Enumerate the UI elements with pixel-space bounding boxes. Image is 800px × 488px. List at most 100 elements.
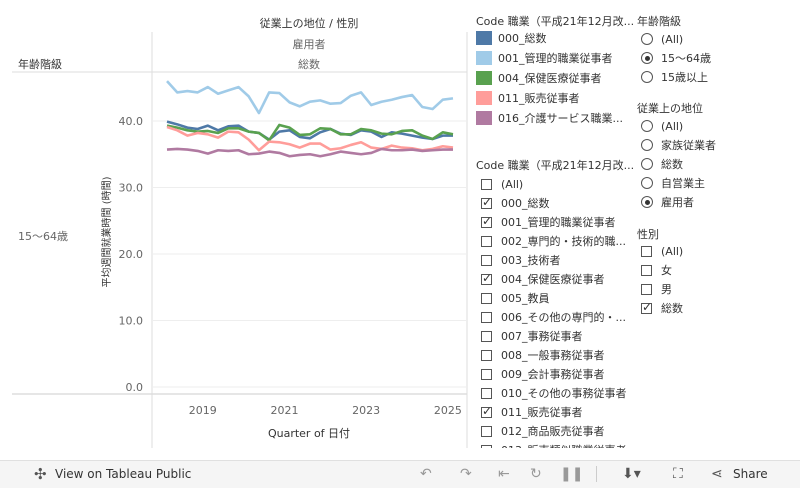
checkbox[interactable] [481,387,492,399]
option-label: 012_商品販売従事者 [501,425,605,438]
legend-item[interactable]: 000_総数 [476,30,547,46]
radio-button[interactable] [641,158,653,170]
checkbox-option[interactable]: 002_専門的・技術的職... [481,233,626,249]
option-label: 002_専門的・技術的職... [501,235,626,248]
checkbox[interactable] [641,264,652,276]
fullscreen-icon[interactable]: ⛶ [673,466,683,482]
option-label: 006_その他の専門的・... [501,311,626,324]
series-line-4[interactable] [166,147,453,158]
checkbox[interactable] [481,214,492,228]
x-tick-label: 2025 [434,404,462,417]
y-axis-label: 平均週間就業時間 (時間) [100,176,113,287]
legend-title: Code 職業（平成21年12月改... [476,15,635,28]
radio-option[interactable]: 15歳以上 [641,69,708,85]
checkbox-option[interactable]: 009_会計事務従事者 [481,366,605,382]
refresh-icon[interactable]: ↻ [530,466,542,482]
line-chart[interactable]: 0.0 10.0 20.0 30.0 40.0 2019 2021 2023 2025 平均週… [0,0,800,460]
radio-button[interactable] [641,177,653,189]
checkbox[interactable] [481,195,492,209]
checkbox[interactable] [481,444,492,448]
checkbox-option[interactable]: 005_教員 [481,290,550,306]
revert-icon[interactable]: ⇤ [498,466,510,482]
checkbox[interactable] [641,300,652,314]
redo-icon[interactable]: ↷ [460,466,472,482]
legend-label: 000_総数 [498,32,547,45]
series-line-0[interactable] [166,120,453,141]
share-icon[interactable]: ⋖ [711,466,723,482]
option-label: (All) [661,32,684,46]
series-line-2[interactable] [166,123,454,142]
view-on-tableau-link[interactable]: View on Tableau Public [55,467,192,481]
radio-button[interactable] [641,120,653,132]
undo-icon[interactable]: ↶ [420,466,432,482]
radio-option[interactable]: 15〜64歳 [641,50,711,66]
option-label: 女 [661,264,672,277]
radio-option[interactable]: 自営業主 [641,175,705,191]
checkbox-option[interactable]: 008_一般事務従事者 [481,347,605,363]
checkbox[interactable] [481,311,492,323]
option-label: (All) [501,177,524,191]
legend-label: 001_管理的職業従事者 [498,52,613,65]
radio-option[interactable]: (All) [641,31,683,47]
checkbox[interactable] [481,235,492,247]
checkbox-option[interactable]: 013_販売類似職業従事者 [481,442,627,448]
radio-button[interactable] [641,52,653,64]
checkbox-option[interactable]: 003_技術者 [481,252,561,268]
radio-button[interactable] [641,196,653,208]
radio-button[interactable] [641,33,653,45]
checkbox-option[interactable]: 010_その他の事務従事者 [481,385,627,401]
y-tick-label: 20.0 [119,248,144,261]
radio-option[interactable]: (All) [641,118,683,134]
checkbox-option[interactable]: 総数 [641,300,683,316]
checkbox-option[interactable]: 011_販売従事者 [481,404,583,420]
checkbox[interactable] [481,271,492,285]
x-tick-label: 2021 [270,404,298,417]
checkbox[interactable] [481,368,492,380]
checkbox-option[interactable]: 006_その他の専門的・... [481,309,626,325]
checkbox[interactable] [481,330,492,342]
radio-option[interactable]: 雇用者 [641,194,694,210]
legend-swatch [476,111,492,125]
radio-button[interactable] [641,71,653,83]
checkbox-option[interactable]: 女 [641,262,672,278]
radio-option[interactable]: 総数 [641,156,683,172]
radio-option[interactable]: 家族従業者 [641,137,716,153]
series-line-1[interactable] [166,80,454,115]
checkbox-option[interactable]: 000_総数 [481,195,550,211]
checkbox[interactable] [481,254,492,266]
checkbox-option[interactable]: 004_保健医療従事者 [481,271,605,287]
radio-button[interactable] [641,139,653,151]
checkbox[interactable] [641,245,652,257]
legend-item[interactable]: 001_管理的職業従事者 [476,50,613,66]
option-label: 005_教員 [501,292,550,305]
bottom-toolbar: ✣ View on Tableau Public ↶ ↷ ⇤ ↻ ❚❚ ⬇▾ ⛶… [0,460,800,488]
legend-item[interactable]: 004_保健医療従事者 [476,70,602,86]
status-filter-title: 従業上の地位 [637,102,703,115]
series-line-3[interactable] [166,125,454,152]
pause-icon[interactable]: ❚❚ [560,466,584,482]
checkbox[interactable] [481,404,492,418]
checkbox-option[interactable]: 001_管理的職業従事者 [481,214,616,230]
legend-swatch [476,71,492,85]
legend-item[interactable]: 011_販売従事者 [476,90,580,106]
checkbox[interactable] [481,349,492,361]
column-header-title: 従業上の地位 / 性別 [259,17,359,30]
checkbox-option[interactable]: 012_商品販売従事者 [481,423,605,439]
legend-label: 016_介護サービス職業... [498,112,623,125]
share-button[interactable]: Share [733,467,768,481]
legend-item[interactable]: 016_介護サービス職業... [476,110,623,126]
checkbox[interactable] [481,292,492,304]
download-icon[interactable]: ⬇▾ [622,466,641,482]
checkbox-option[interactable]: 007_事務従事者 [481,328,583,344]
x-axis-label: Quarter of 日付 [268,427,350,440]
checkbox-option[interactable]: (All) [641,243,683,259]
row-header: 年齢階級 [18,58,62,71]
checkbox[interactable] [481,178,492,190]
option-label: 男 [661,283,672,296]
checkbox[interactable] [481,425,492,437]
y-tick-label: 30.0 [119,182,144,195]
checkbox-option[interactable]: (All) [481,176,523,192]
checkbox-option[interactable]: 男 [641,281,672,297]
option-label: 008_一般事務従事者 [501,349,605,362]
checkbox[interactable] [641,283,652,295]
